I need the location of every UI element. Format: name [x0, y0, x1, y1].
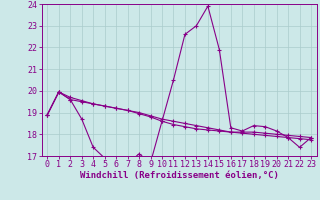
X-axis label: Windchill (Refroidissement éolien,°C): Windchill (Refroidissement éolien,°C) [80, 171, 279, 180]
